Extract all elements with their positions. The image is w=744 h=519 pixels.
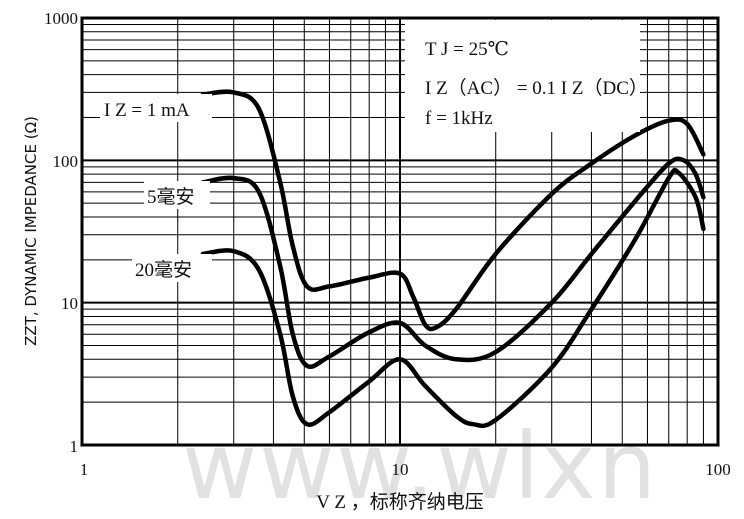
plot-frame bbox=[80, 16, 720, 447]
label-bg-20ma bbox=[132, 254, 212, 282]
series-label-20ma: 20毫安 bbox=[135, 259, 192, 281]
x-tick-10: 10 bbox=[392, 460, 409, 479]
series-layer bbox=[200, 89, 706, 429]
series-label-1ma: I Z = 1 mA bbox=[104, 100, 190, 121]
annotation-box bbox=[405, 20, 640, 132]
series-line-2 bbox=[200, 167, 706, 429]
y-tick-100: 100 bbox=[53, 152, 79, 171]
label-bg-5ma bbox=[144, 181, 210, 209]
y-tick-1: 1 bbox=[70, 437, 79, 456]
x-tick-100: 100 bbox=[705, 460, 731, 479]
annotation-freq: f = 1kHz bbox=[425, 108, 493, 129]
series-label-5ma: 5毫安 bbox=[147, 186, 195, 208]
x-axis-label: V Z ，标称齐纳电压 bbox=[316, 491, 483, 513]
series-line-0 bbox=[200, 89, 706, 332]
y-tick-10: 10 bbox=[61, 294, 78, 313]
x-tick-1: 1 bbox=[80, 460, 89, 479]
major-gridlines bbox=[82, 18, 718, 445]
label-bg-1ma bbox=[100, 94, 212, 122]
y-tick-1000: 1000 bbox=[44, 9, 78, 28]
y-axis-label: ZZT, DYNAMIC IMPEDANCE (Ω) bbox=[22, 116, 40, 346]
watermark-text: www.wlxn bbox=[182, 413, 658, 519]
annotation-iz-ac: I Z（AC） = 0.1 I Z（DC） bbox=[425, 77, 648, 99]
annotation-tj: T J = 25℃ bbox=[425, 39, 509, 60]
series-line-1 bbox=[200, 156, 706, 369]
